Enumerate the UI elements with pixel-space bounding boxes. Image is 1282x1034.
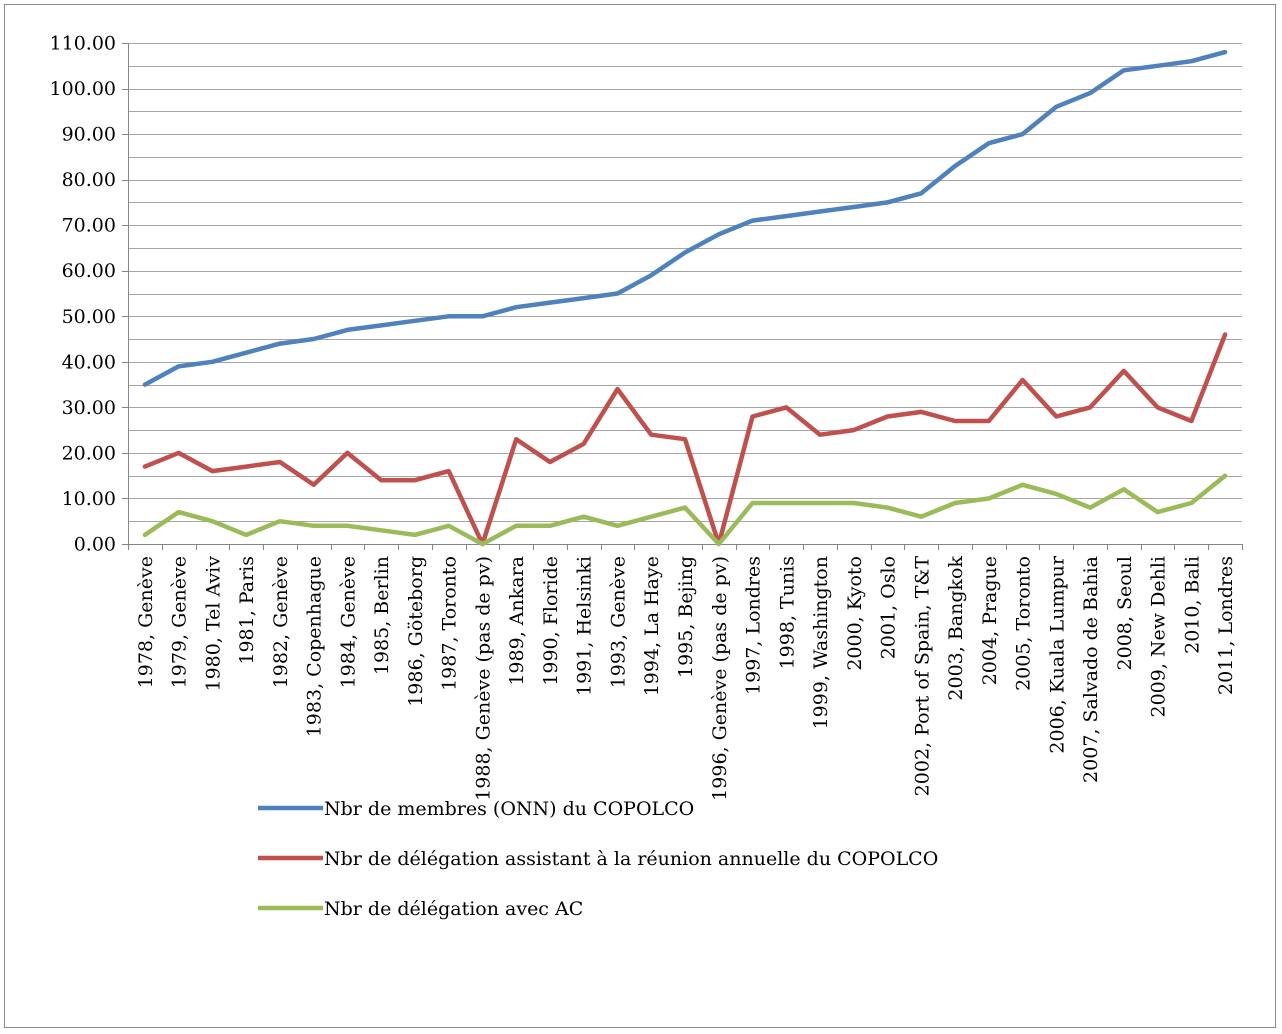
y-tick-label: 30.00 — [62, 397, 116, 419]
x-tick-label: 1998, Tunis — [776, 556, 798, 669]
x-tick-label: 1999, Washington — [810, 556, 832, 729]
y-tick-label: 70.00 — [62, 215, 116, 237]
x-tick-label: 1985, Berlin — [371, 556, 393, 675]
y-tick-label: 80.00 — [62, 169, 116, 191]
x-tick-label: 1995, Bejing — [675, 556, 697, 678]
axes — [122, 43, 1243, 550]
x-tick-label: 2003, Bangkok — [945, 556, 967, 701]
x-tick-label: 1980, Tel Aviv — [202, 556, 224, 692]
legend: Nbr de membres (ONN) du COPOLCO Nbr de dé… — [258, 798, 938, 920]
x-tick-label: 1984, Genève — [337, 556, 359, 688]
x-axis-tick-labels: 1978, Genève 1979, Genève 1980, Tel Aviv 19… — [135, 555, 1237, 801]
y-tick-label: 20.00 — [62, 442, 116, 464]
y-axis-tick-labels: 0.00 10.00 20.00 30.00 40.00 50.00 60.00 70.00 8… — [50, 33, 116, 556]
x-tick-label: 1979, Genève — [169, 556, 191, 688]
x-tick-label: 2004, Prague — [979, 556, 1001, 685]
x-tick-label: 2002, Port of Spain, T&T — [911, 556, 933, 797]
x-tick-label: 1989, Ankara — [506, 556, 528, 686]
x-tick-label: 1981, Paris — [236, 556, 258, 665]
x-tick-label: 1991, Helsinki — [574, 556, 596, 696]
legend-label: Nbr de délégation avec AC — [324, 898, 583, 920]
gridlines — [128, 43, 1242, 522]
series-line-2 — [142, 332, 1228, 547]
x-tick-label: 1996, Genève (pas de pv) — [709, 556, 731, 801]
x-tick-label: 1986, Göteborg — [405, 556, 427, 707]
chart-frame — [4, 4, 1276, 1028]
series-lines — [142, 49, 1228, 547]
y-tick-label: 100.00 — [50, 78, 116, 100]
y-tick-label: 10.00 — [62, 488, 116, 510]
x-tick-label: 2008, Seoul — [1114, 556, 1136, 670]
x-tick-label: 2009, New Dehli — [1148, 556, 1170, 717]
x-tick-label: 2001, Oslo — [878, 556, 900, 659]
x-tick-label: 1982, Genève — [270, 556, 292, 688]
x-tick-label: 1997, Londres — [743, 556, 765, 695]
y-tick-label: 110.00 — [50, 33, 116, 55]
series-line-3 — [142, 473, 1228, 547]
x-tick-label: 2011, Londres — [1215, 556, 1237, 695]
y-tick-label: 90.00 — [62, 124, 116, 146]
legend-label: Nbr de membres (ONN) du COPOLCO — [324, 798, 694, 820]
series-line-1 — [142, 49, 1228, 387]
x-tick-label: 2000, Kyoto — [844, 556, 866, 671]
x-tick-label: 2005, Toronto — [1013, 556, 1035, 691]
x-tick-label: 1983, Copenhague — [304, 556, 326, 737]
x-tick-label: 1978, Genève — [135, 556, 157, 688]
x-tick-label: 2006, Kuala Lumpur — [1046, 555, 1068, 753]
legend-label: Nbr de délégation assistant à la réunion… — [324, 848, 938, 870]
y-tick-label: 50.00 — [62, 306, 116, 328]
y-tick-label: 40.00 — [62, 351, 116, 373]
x-tick-label: 2010, Bali — [1181, 556, 1203, 654]
x-tick-label: 1994, La Haye — [641, 556, 663, 696]
x-tick-label: 1987, Toronto — [439, 556, 461, 691]
x-tick-label: 1990, Floride — [540, 556, 562, 686]
x-tick-label: 2007, Salvado de Bahia — [1080, 556, 1102, 783]
x-tick-label: 1988, Genève (pas de pv) — [472, 556, 494, 801]
x-tick-label: 1993, Genève — [607, 556, 629, 688]
y-tick-label: 0.00 — [74, 534, 116, 556]
y-tick-label: 60.00 — [62, 260, 116, 282]
